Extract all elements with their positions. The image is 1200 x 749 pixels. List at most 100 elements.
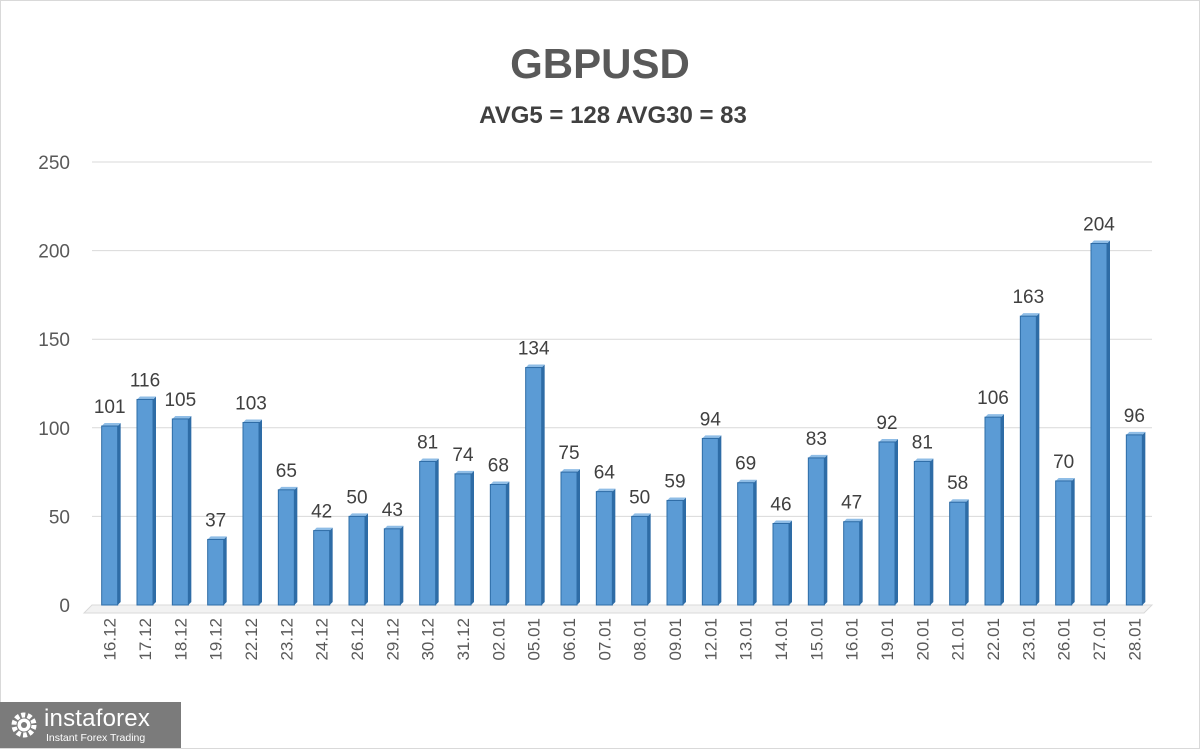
data-label: 50: [629, 487, 650, 508]
bar: [560, 471, 578, 606]
x-tick-label: 23.12: [277, 618, 296, 661]
bar: [419, 460, 437, 606]
bar: [595, 491, 613, 606]
bar-side: [117, 423, 121, 605]
x-tick-label: 18.12: [171, 618, 190, 661]
bar-top: [278, 486, 298, 490]
bar-side: [683, 497, 686, 605]
bar-top: [313, 527, 333, 531]
bar-side: [294, 486, 298, 605]
bar-top: [243, 419, 262, 423]
data-label: 69: [735, 454, 756, 475]
data-label: 204: [1083, 215, 1115, 236]
bar: [348, 515, 366, 606]
x-tick-label: 26.01: [1055, 618, 1074, 661]
bar-top: [949, 499, 969, 503]
bar-side: [1107, 240, 1110, 605]
data-label: 83: [806, 429, 827, 450]
gear-icon: [11, 712, 37, 738]
data-label: 163: [1012, 287, 1044, 308]
data-label: 47: [841, 493, 862, 514]
bar-side: [1036, 313, 1040, 605]
data-label: 92: [876, 413, 897, 434]
bar-side: [895, 438, 898, 605]
bar-top: [985, 414, 1004, 418]
y-tick-label: 0: [59, 596, 70, 617]
bar: [913, 460, 931, 606]
bar-side: [930, 458, 934, 605]
bar-side: [965, 499, 969, 605]
data-label: 46: [770, 494, 791, 515]
x-tick-label: 05.01: [525, 618, 544, 661]
x-tick-label: 16.12: [101, 618, 120, 661]
bar-side: [753, 479, 757, 605]
bar: [666, 499, 684, 606]
bar: [737, 482, 755, 606]
bar: [277, 489, 295, 606]
bar-top: [914, 458, 934, 462]
bar-side: [577, 469, 580, 605]
bar-top: [525, 364, 545, 368]
data-label: 81: [417, 432, 438, 453]
bar: [454, 473, 472, 606]
data-label: 42: [311, 502, 332, 523]
bar-top: [737, 479, 757, 483]
y-tick-label: 200: [38, 242, 70, 263]
data-label: 103: [235, 393, 267, 414]
bar: [207, 538, 225, 606]
data-label: 74: [452, 445, 474, 466]
bar-top: [172, 415, 192, 419]
bar-top: [1020, 313, 1040, 317]
data-label: 43: [382, 500, 403, 521]
x-tick-label: 20.01: [913, 618, 932, 661]
data-label: 105: [164, 390, 196, 411]
data-label: 101: [94, 397, 126, 418]
logo-tagline: Instant Forex Trading: [46, 732, 146, 744]
bar-top: [808, 454, 828, 458]
x-tick-label: 17.12: [136, 618, 155, 661]
bar-top: [1055, 477, 1075, 481]
instaforex-logo: instaforex Instant Forex Trading: [0, 702, 181, 748]
bar-side: [223, 536, 227, 605]
bar-top: [384, 525, 404, 529]
bar-top: [773, 520, 792, 524]
x-tick-label: 28.01: [1125, 618, 1144, 661]
bar-side: [789, 520, 792, 605]
x-tick-label: 24.12: [313, 618, 332, 661]
bar-top: [1126, 431, 1146, 435]
bar-side: [859, 518, 863, 605]
bar: [878, 441, 896, 606]
x-tick-label: 30.12: [419, 618, 438, 661]
bar: [984, 416, 1002, 606]
x-tick-label: 15.01: [807, 618, 826, 661]
data-label: 50: [346, 487, 367, 508]
y-tick-label: 100: [38, 419, 70, 440]
bar-side: [647, 513, 651, 605]
bar-side: [400, 525, 404, 605]
data-label: 68: [488, 456, 509, 477]
bar-top: [561, 469, 580, 473]
bar-top: [596, 488, 616, 492]
data-label: 96: [1124, 406, 1145, 427]
x-tick-label: 19.01: [878, 618, 897, 661]
chart-floor: [82, 604, 1154, 614]
bar-side: [1001, 414, 1004, 605]
bar-side: [471, 470, 474, 605]
bar-top: [137, 396, 156, 400]
bar-side: [718, 435, 722, 605]
bar: [101, 425, 119, 606]
bar: [631, 515, 649, 606]
x-tick-label: 14.01: [772, 618, 791, 661]
x-tick-label: 26.12: [348, 618, 367, 661]
x-tick-label: 22.01: [984, 618, 1003, 661]
x-tick-label: 02.01: [489, 618, 508, 661]
bar-top: [1091, 240, 1110, 244]
x-tick-label: 07.01: [595, 618, 614, 661]
bar: [383, 528, 401, 606]
x-tick-label: 08.01: [631, 618, 650, 661]
bar-side: [153, 396, 156, 605]
bar: [313, 530, 331, 606]
x-tick-label: 19.12: [207, 618, 226, 661]
